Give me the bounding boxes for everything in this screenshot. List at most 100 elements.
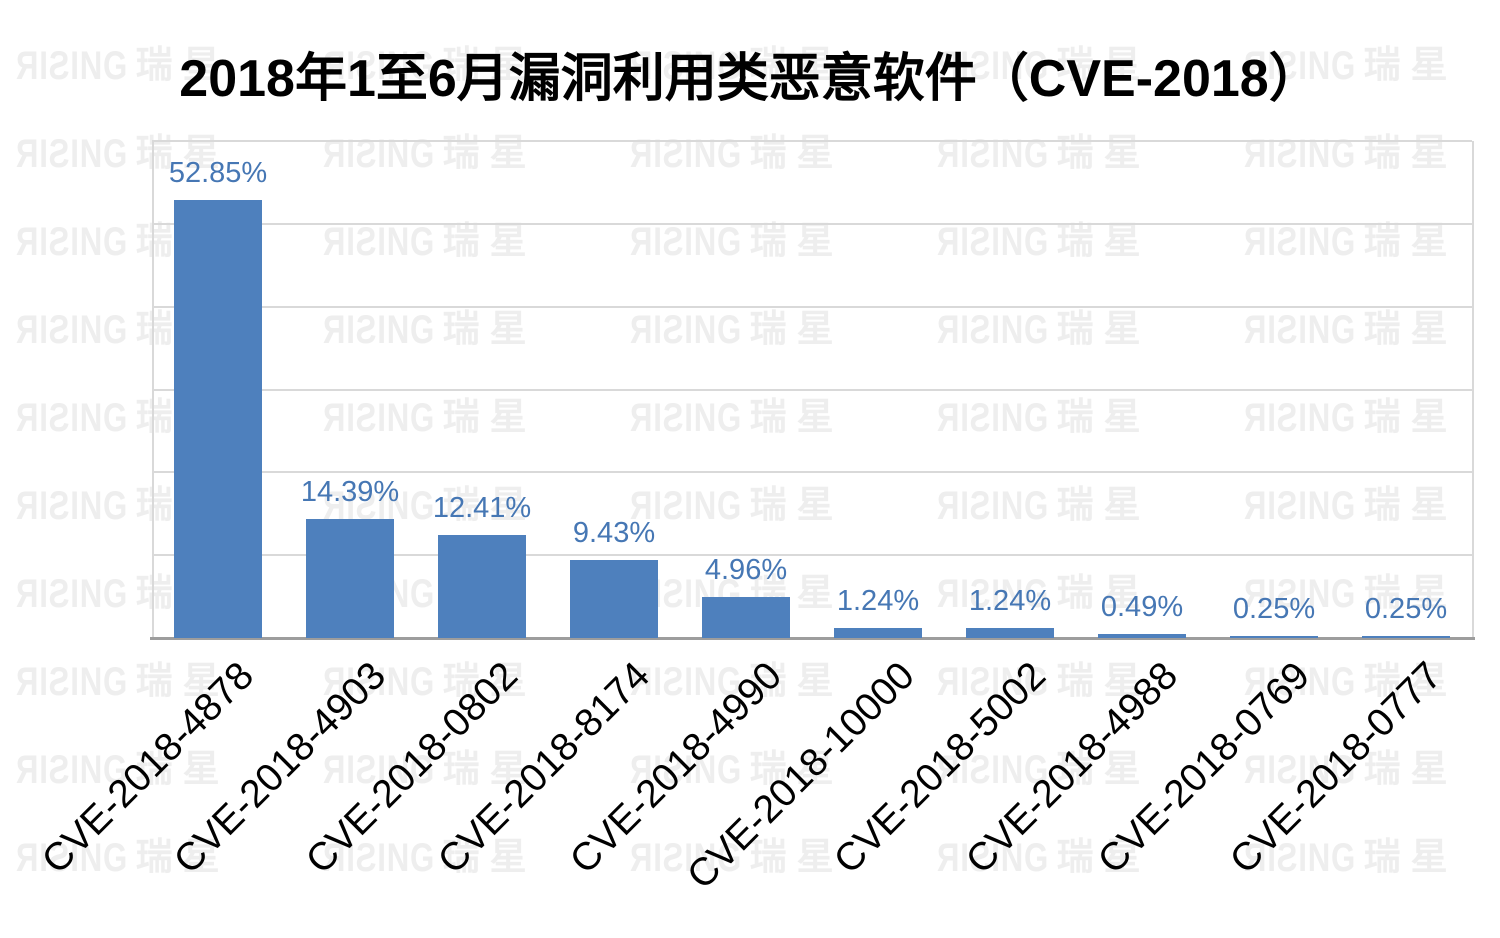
rising-logo-text: ЯIƧING <box>630 484 743 528</box>
gridline-40 <box>152 305 1472 308</box>
gridline-20 <box>152 471 1472 474</box>
rising-logo-text: ЯIƧING <box>937 220 1050 264</box>
rising-logo-text: ЯIƧING <box>1244 484 1357 528</box>
rising-logo-cjk: 瑞星 <box>1056 748 1151 789</box>
rising-logo-text: ЯIƧING <box>323 660 436 704</box>
rising-logo-cjk: 瑞星 <box>1056 484 1151 525</box>
bar-CVE-2018-4903 <box>306 518 394 638</box>
y-axis-line <box>152 141 154 638</box>
bar-CVE-2018-4990 <box>702 596 790 638</box>
rising-logo-text: ЯIƧING <box>937 396 1050 440</box>
rising-logo-text: ЯIƧING <box>16 396 129 440</box>
rising-logo-cjk: 瑞星 <box>1056 308 1151 349</box>
rising-logo-cjk: 瑞星 <box>1056 44 1151 85</box>
rising-logo-cjk: 瑞星 <box>135 748 230 789</box>
rising-logo-cjk: 瑞星 <box>1363 396 1458 437</box>
rising-logo-cjk: 瑞星 <box>749 396 844 437</box>
rising-logo-cjk: 瑞星 <box>749 836 844 877</box>
rising-logo-text: ЯIƧING <box>1244 44 1357 88</box>
rising-logo-text: ЯIƧING <box>630 660 743 704</box>
rising-logo-text: ЯIƧING <box>16 308 129 352</box>
bar-CVE-2018-0802 <box>438 535 526 638</box>
rising-logo-cjk: 瑞星 <box>1363 660 1458 701</box>
rising-logo-cjk: 瑞星 <box>442 660 537 701</box>
rising-logo-text: ЯIƧING <box>323 44 436 88</box>
rising-logo-text: ЯIƧING <box>937 748 1050 792</box>
rising-logo-cjk: 瑞星 <box>135 44 230 85</box>
gridline-50 <box>152 222 1472 225</box>
rising-logo-text: ЯIƧING <box>323 308 436 352</box>
rising-logo-cjk: 瑞星 <box>749 660 844 701</box>
rising-logo-cjk: 瑞星 <box>1056 572 1151 613</box>
rising-logo-cjk: 瑞星 <box>749 748 844 789</box>
rising-logo-cjk: 瑞星 <box>1363 572 1458 613</box>
rising-logo-cjk: 瑞星 <box>1363 44 1458 85</box>
bar-CVE-2018-0769 <box>1230 635 1318 638</box>
rising-logo-cjk: 瑞星 <box>1056 220 1151 261</box>
x-axis-line <box>150 637 1475 640</box>
bar-CVE-2018-4878 <box>174 200 262 638</box>
rising-logo-cjk: 瑞星 <box>749 308 844 349</box>
rising-logo-text: ЯIƧING <box>630 308 743 352</box>
rising-logo-cjk: 瑞星 <box>442 44 537 85</box>
gridline-10 <box>152 554 1472 557</box>
rising-logo-text: ЯIƧING <box>16 132 129 176</box>
rising-logo-cjk: 瑞星 <box>135 660 230 701</box>
value-label-CVE-2018-10000: 1.24% <box>836 584 920 617</box>
gridline-30 <box>152 388 1472 391</box>
rising-logo-text: ЯIƧING <box>630 220 743 264</box>
rising-logo-text: ЯIƧING <box>16 220 129 264</box>
rising-logo-text: ЯIƧING <box>1244 396 1357 440</box>
rising-logo-cjk: 瑞星 <box>1363 748 1458 789</box>
chart-title: 2018年1至6月漏洞利用类恶意软件（CVE-2018） <box>179 50 1321 108</box>
bar-CVE-2018-8174 <box>570 559 658 638</box>
rising-logo-cjk: 瑞星 <box>749 484 844 525</box>
bar-CVE-2018-10000 <box>834 627 922 638</box>
value-label-CVE-2018-0769: 0.25% <box>1232 592 1316 625</box>
value-label-CVE-2018-4903: 14.39% <box>300 475 400 508</box>
plot-border-right <box>1472 141 1474 638</box>
rising-logo-text: ЯIƧING <box>937 44 1050 88</box>
bar-CVE-2018-0777 <box>1362 635 1450 638</box>
rising-logo-cjk: 瑞星 <box>1363 484 1458 525</box>
rising-logo-text: ЯIƧING <box>937 308 1050 352</box>
value-label-CVE-2018-4988: 0.49% <box>1100 590 1184 623</box>
gridline-60 <box>152 140 1472 142</box>
rising-logo-text: ЯIƧING <box>937 484 1050 528</box>
value-label-CVE-2018-4990: 4.96% <box>704 553 788 586</box>
rising-logo-cjk: 瑞星 <box>1056 660 1151 701</box>
rising-logo-text: ЯIƧING <box>323 220 436 264</box>
rising-logo-text: ЯIƧING <box>937 572 1050 616</box>
rising-logo-text: ЯIƧING <box>630 396 743 440</box>
rising-logo-text: ЯIƧING <box>937 836 1050 880</box>
rising-logo-text: ЯIƧING <box>1244 748 1357 792</box>
rising-logo-text: ЯIƧING <box>1244 660 1357 704</box>
rising-logo-cjk: 瑞星 <box>442 484 537 525</box>
rising-logo-text: ЯIƧING <box>16 44 129 88</box>
rising-logo-cjk: 瑞星 <box>1363 308 1458 349</box>
rising-logo-text: ЯIƧING <box>16 484 129 528</box>
rising-logo-cjk: 瑞星 <box>442 220 537 261</box>
